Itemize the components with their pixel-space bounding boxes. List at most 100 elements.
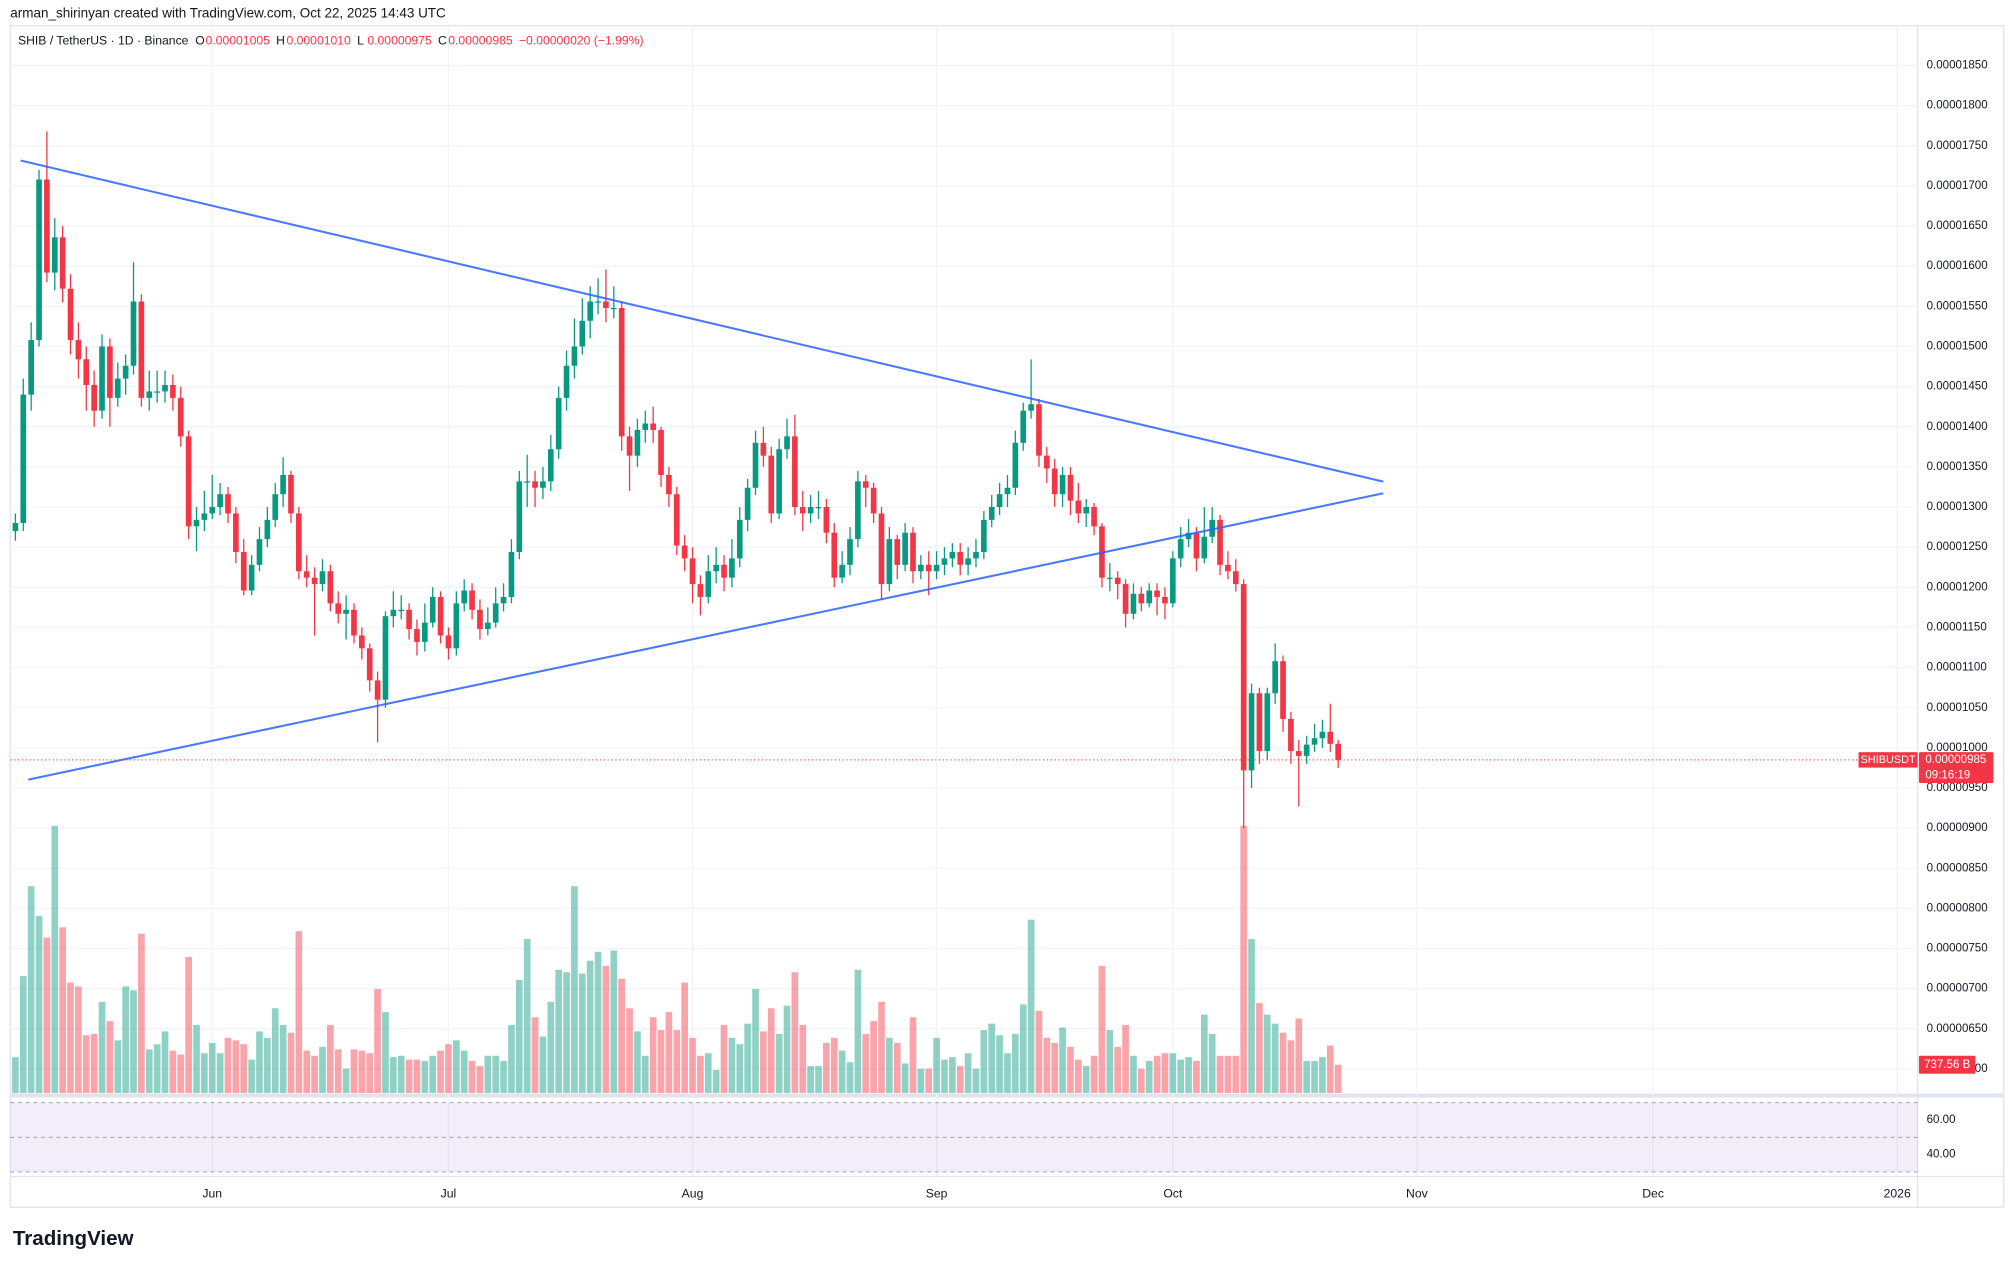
volume-bar bbox=[224, 1037, 232, 1094]
candle-body bbox=[831, 532, 838, 578]
volume-bar bbox=[1027, 919, 1035, 1094]
candle-body bbox=[815, 507, 822, 509]
volume-bar bbox=[98, 1001, 106, 1094]
candle-body bbox=[311, 577, 318, 585]
volume-bar bbox=[886, 1037, 893, 1094]
volume-bar bbox=[846, 1062, 854, 1094]
volume-bar bbox=[1224, 1055, 1232, 1094]
volume-bar bbox=[421, 1060, 429, 1094]
candle-body bbox=[146, 391, 153, 398]
volume-bar bbox=[689, 1037, 696, 1094]
volume-bar bbox=[870, 1021, 877, 1094]
y-tick-label: 0.00001050 bbox=[1927, 702, 1988, 714]
candle-body bbox=[1311, 738, 1318, 745]
candle-body bbox=[209, 507, 216, 514]
candle-body bbox=[736, 519, 743, 559]
y-tick-label: 0.00001800 bbox=[1927, 100, 1988, 112]
y-tick-label: 0.00001750 bbox=[1927, 140, 1988, 152]
candle-body bbox=[1319, 731, 1326, 739]
candle-body bbox=[1201, 536, 1208, 559]
y-tick-label: 0.00001300 bbox=[1927, 501, 1988, 513]
candle-body bbox=[721, 564, 727, 578]
volume-bar bbox=[594, 951, 602, 1094]
volume-tag-label: 737.56 B bbox=[1924, 1059, 1971, 1071]
volume-bar bbox=[838, 1050, 846, 1094]
candle-body bbox=[233, 513, 239, 552]
rsi-tick-label: 60.00 bbox=[1927, 1114, 1956, 1126]
candle-body bbox=[910, 532, 916, 572]
candle-body bbox=[886, 539, 893, 585]
volume-bar bbox=[445, 1044, 452, 1094]
candle-body bbox=[12, 523, 19, 532]
y-tick-label: 0.00001450 bbox=[1927, 381, 1988, 393]
candle-body bbox=[1177, 539, 1184, 559]
candle-body bbox=[729, 558, 735, 578]
candle-body bbox=[1248, 693, 1255, 771]
y-tick-label: 0.00000950 bbox=[1927, 782, 1988, 794]
volume-bar bbox=[1295, 1018, 1303, 1094]
candle-body bbox=[170, 385, 176, 398]
x-tick-label: Dec bbox=[1642, 1187, 1664, 1201]
candle-body bbox=[1012, 442, 1019, 488]
candle-body bbox=[1209, 519, 1216, 537]
candle-body bbox=[996, 494, 1003, 508]
x-tick-label: 2026 bbox=[1884, 1187, 1911, 1201]
y-tick-label: 0.00000850 bbox=[1927, 862, 1988, 874]
volume-bar bbox=[67, 982, 74, 1094]
volume-bar bbox=[697, 1055, 704, 1094]
y-tick-label: 0.00001850 bbox=[1927, 60, 1988, 72]
volume-bar bbox=[390, 1057, 397, 1094]
volume-bar bbox=[43, 937, 51, 1094]
candle-body bbox=[563, 365, 570, 398]
symbol-tag-label: SHIBUSDT bbox=[1861, 754, 1916, 766]
volume-bar bbox=[75, 986, 82, 1094]
volume-bar bbox=[1334, 1064, 1342, 1094]
volume-bar bbox=[350, 1049, 358, 1094]
volume-bar bbox=[1090, 1055, 1098, 1094]
candle-body bbox=[107, 346, 113, 398]
volume-bar bbox=[500, 1060, 507, 1094]
candle-body bbox=[902, 532, 908, 565]
volume-bar bbox=[382, 1012, 389, 1094]
volume-bar bbox=[728, 1037, 736, 1094]
volume-bar bbox=[547, 1001, 555, 1094]
volume-bar bbox=[153, 1044, 161, 1094]
volume-bar bbox=[1311, 1060, 1318, 1094]
volume-bar bbox=[358, 1050, 366, 1094]
candle-body bbox=[524, 481, 531, 483]
volume-bar bbox=[484, 1055, 492, 1094]
volume-bar bbox=[555, 969, 563, 1094]
volume-bar bbox=[1043, 1037, 1051, 1094]
legend-value: 0.00001010 bbox=[286, 33, 351, 47]
candle-body bbox=[351, 609, 357, 636]
candle-body bbox=[114, 378, 121, 398]
candle-body bbox=[1162, 596, 1168, 604]
price-tag bbox=[1918, 752, 1994, 784]
volume-bar bbox=[1012, 1033, 1019, 1094]
candle-body bbox=[1020, 410, 1027, 443]
candle-body bbox=[248, 564, 255, 591]
candle-body bbox=[508, 551, 515, 597]
candle-body bbox=[595, 301, 601, 303]
volume-bar bbox=[1185, 1057, 1192, 1094]
y-tick-label: 0.00001250 bbox=[1927, 541, 1988, 553]
y-tick-label: 0.00000750 bbox=[1927, 943, 1988, 955]
volume-bar bbox=[240, 1044, 248, 1094]
volume-bar bbox=[1130, 1055, 1137, 1094]
candle-body bbox=[705, 571, 712, 597]
volume-bar bbox=[492, 1055, 500, 1094]
candle-body bbox=[492, 603, 499, 623]
y-tick-label: 0.00000700 bbox=[1927, 983, 1988, 995]
volume-bar bbox=[177, 1054, 185, 1094]
candle-body bbox=[83, 359, 90, 386]
candle-body bbox=[138, 301, 145, 398]
candle-body bbox=[1327, 731, 1334, 744]
volume-tag bbox=[1918, 1055, 1976, 1074]
volume-bar bbox=[720, 1024, 728, 1094]
candle-body bbox=[414, 629, 420, 642]
candle-body bbox=[303, 571, 310, 578]
candle-body bbox=[965, 558, 971, 565]
volume-bar bbox=[271, 1008, 279, 1094]
candle-body bbox=[1272, 661, 1278, 694]
